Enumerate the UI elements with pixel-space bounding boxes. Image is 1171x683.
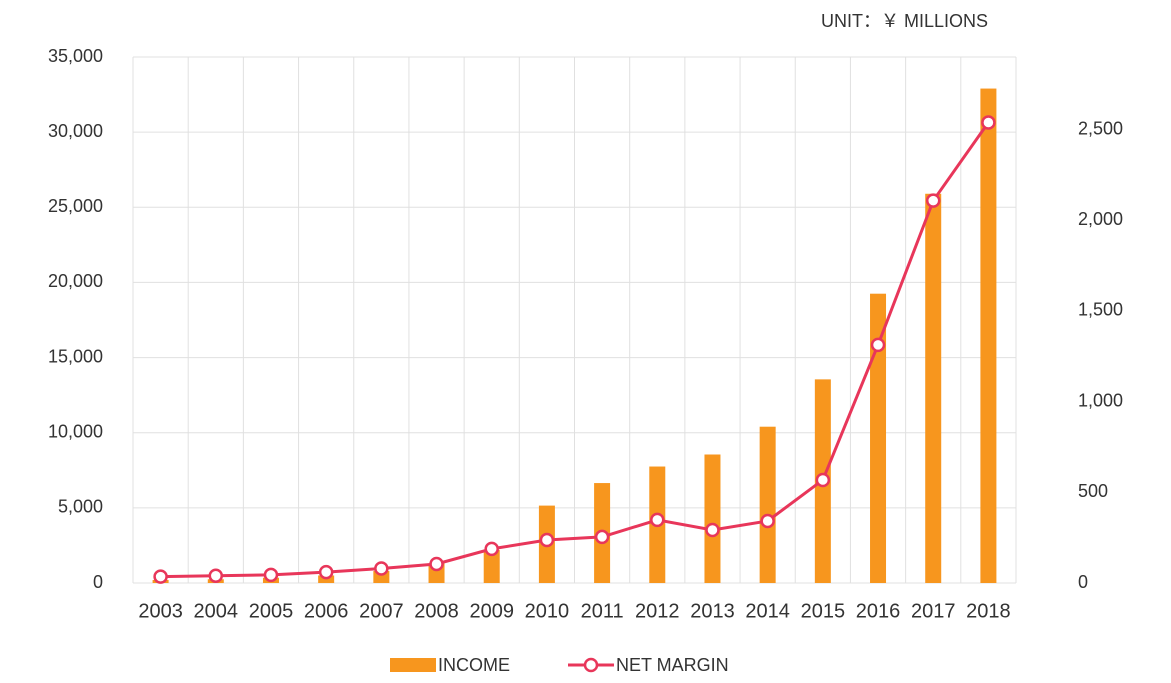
point <box>539 532 555 548</box>
x-tick-label: 2007 <box>359 600 404 622</box>
y2-tick-label: 2,000 <box>1078 209 1123 229</box>
point <box>925 193 941 208</box>
point <box>263 567 279 583</box>
x-tick-label: 2008 <box>414 600 459 622</box>
y-tick-label: 15,000 <box>48 346 103 366</box>
point <box>981 115 996 130</box>
legend-swatch <box>583 657 599 673</box>
x-tick-label: 2004 <box>194 600 239 622</box>
x-tick-label: 2015 <box>801 600 846 622</box>
y-tick-label: 10,000 <box>48 421 103 441</box>
y2-tick-label: 2,500 <box>1078 118 1123 138</box>
y-tick-label: 5,000 <box>58 497 103 517</box>
point <box>484 541 499 557</box>
point <box>760 513 775 529</box>
bar <box>759 426 776 583</box>
point <box>815 472 831 488</box>
point <box>870 337 886 353</box>
y-tick-label: 20,000 <box>48 271 103 291</box>
y-tick-label: 0 <box>93 572 103 592</box>
x-tick-label: 2016 <box>856 600 901 622</box>
point <box>153 569 168 584</box>
x-tick-label: 2014 <box>745 600 790 622</box>
y2-tick-label: 1,000 <box>1078 390 1123 410</box>
bar <box>980 88 997 583</box>
y2-tick-label: 1,500 <box>1078 300 1123 320</box>
line <box>160 121 990 579</box>
legend-label: INCOME <box>438 655 510 675</box>
x-tick-label: 2005 <box>249 600 294 622</box>
x-tick-label: 2009 <box>469 600 514 622</box>
bar <box>925 193 942 583</box>
point <box>594 529 610 545</box>
y-tick-label: 30,000 <box>48 121 103 141</box>
bar <box>704 454 721 583</box>
y-tick-label: 25,000 <box>48 196 103 216</box>
x-tick-label: 2010 <box>525 600 570 622</box>
point <box>374 561 389 576</box>
x-tick-label: 2011 <box>581 600 624 622</box>
x-tick-label: 2018 <box>966 600 1011 622</box>
unit-label: UNIT：￥ MILLIONS <box>821 11 988 31</box>
legend-label: NET MARGIN <box>616 655 729 675</box>
x-tick-label: 2003 <box>138 600 183 622</box>
x-tick-label: 2017 <box>911 600 956 622</box>
y2-tick-label: 0 <box>1078 572 1088 592</box>
bar <box>483 549 500 583</box>
x-tick-label: 2006 <box>304 600 349 622</box>
x-tick-label: 2013 <box>690 600 735 622</box>
x-tick-label: 2012 <box>635 600 680 622</box>
point <box>705 522 720 538</box>
point <box>208 568 224 583</box>
point <box>429 556 444 572</box>
bar <box>870 293 887 583</box>
y2-tick-label: 500 <box>1078 481 1108 501</box>
point <box>650 512 665 528</box>
point <box>318 564 334 580</box>
y-tick-label: 35,000 <box>48 46 103 66</box>
legend-swatch <box>390 658 436 672</box>
